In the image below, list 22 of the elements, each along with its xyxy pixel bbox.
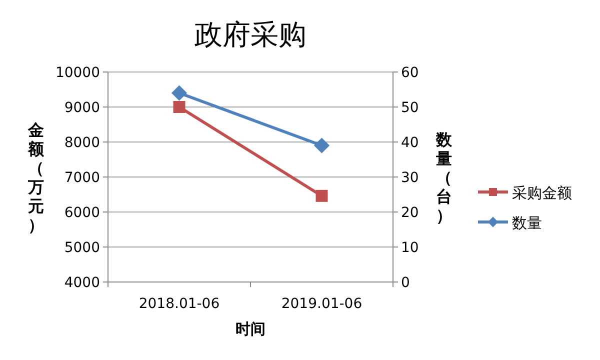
- y2-axis-title: 数量（台）: [435, 130, 453, 225]
- legend-label: 数量: [512, 214, 542, 232]
- x-axis-title: 时间: [236, 320, 266, 338]
- y-tick-label: 7000: [64, 170, 100, 186]
- y-tick-label: 6000: [64, 205, 100, 221]
- y2-tick-label: 0: [401, 275, 410, 291]
- x-tick-label: 2019.01-06: [281, 296, 362, 312]
- y-tick-label: 4000: [64, 275, 100, 291]
- y2-tick-label: 20: [401, 205, 419, 221]
- y2-tick-label: 60: [401, 65, 419, 81]
- y-tick-label: 5000: [64, 240, 100, 256]
- y-tick-label: 9000: [64, 100, 100, 116]
- y-axis-title: 金额（万元）: [27, 120, 45, 234]
- y2-tick-label: 50: [401, 100, 419, 116]
- y2-tick-label: 40: [401, 135, 419, 151]
- y-tick-label: 10000: [55, 65, 100, 81]
- y2-tick-label: 10: [401, 240, 419, 256]
- y2-tick-label: 30: [401, 170, 419, 186]
- legend-label: 采购金额: [512, 184, 572, 202]
- y-tick-label: 8000: [64, 135, 100, 151]
- x-tick-label: 2018.01-06: [138, 296, 220, 312]
- chart-title: 政府采购: [194, 18, 306, 51]
